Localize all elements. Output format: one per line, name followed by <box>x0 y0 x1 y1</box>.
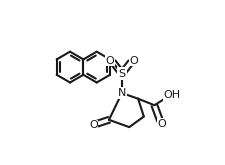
Text: S: S <box>118 69 125 79</box>
Text: O: O <box>157 119 165 129</box>
Text: O: O <box>89 120 97 131</box>
Text: O: O <box>105 56 114 66</box>
Text: O: O <box>129 56 138 66</box>
Text: N: N <box>117 88 126 98</box>
Text: OH: OH <box>163 90 180 100</box>
